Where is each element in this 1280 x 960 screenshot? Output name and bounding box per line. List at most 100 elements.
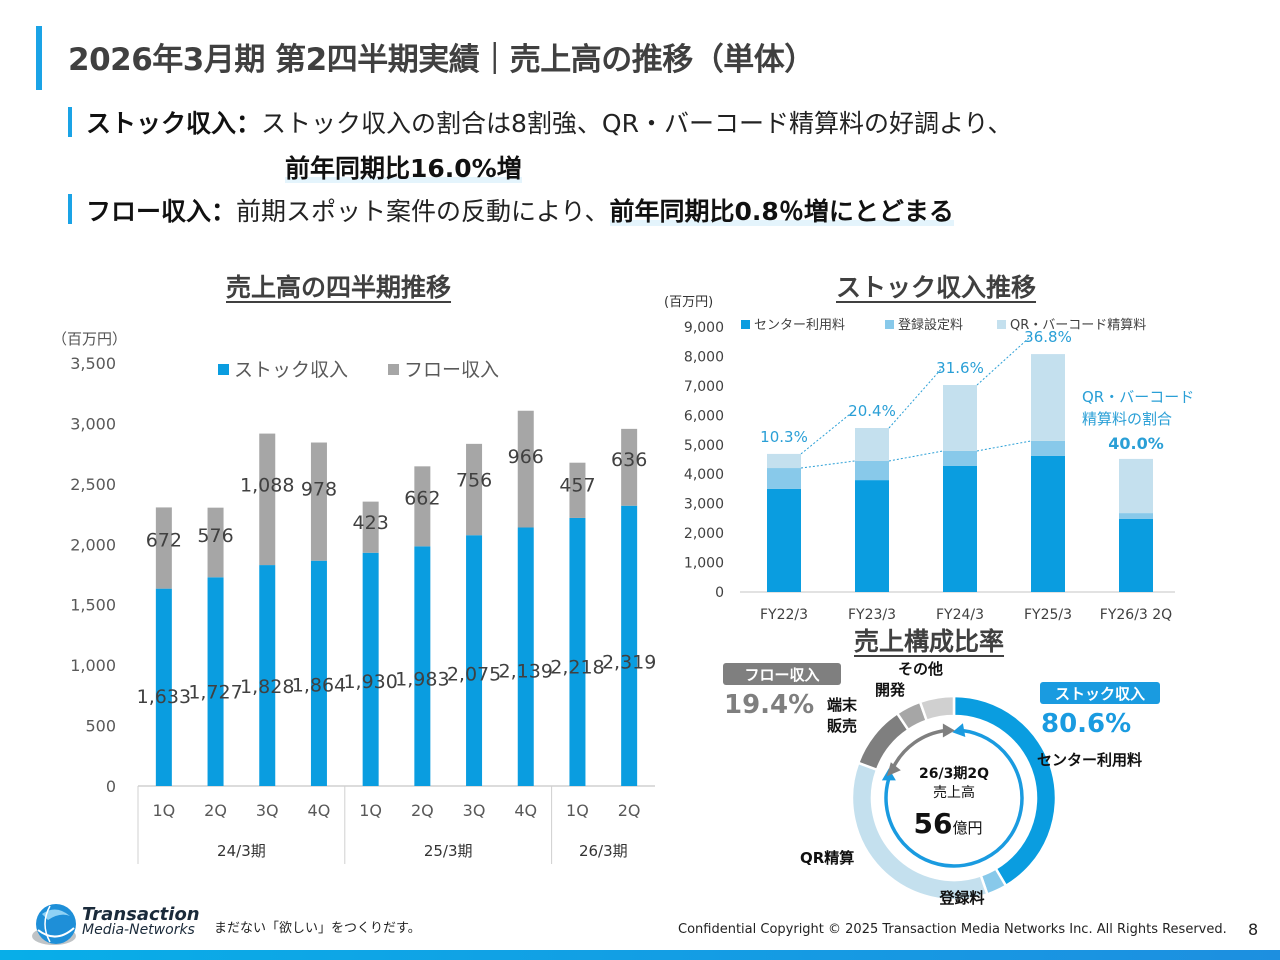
flow-bullet-bar [68,194,72,224]
bar-segment-qr-fee [855,427,889,461]
bar-flow [414,466,431,547]
flow-summary-text: 前期スポット案件の反動により、 [236,197,610,226]
legend-swatch [741,320,750,329]
y-tick-label: 3,000 [70,414,116,433]
x-tick-label: FY22/3 [760,607,808,623]
data-label-stock: 1,828 [240,676,294,698]
stock-income-chart: (百万円) 0 1,000 2,000 3,000 4,000 5,000 6,000 7,00… [664,295,1194,623]
group-label: 26/3期 [579,842,628,860]
bar-flow [569,462,586,518]
group-label: 24/3期 [217,842,266,860]
y-tick-label: 2,500 [70,475,116,494]
bar-stock [259,565,276,786]
data-label-flow: 1,088 [240,475,294,497]
stock-summary-line: ストック収入：ストック収入の割合は8割強、QR・バーコード精算料の好調より、 [86,104,1012,140]
logo-wordmark-line1: Transaction [82,904,200,925]
legend-swatch [885,320,894,329]
flow-arrow-arc [891,728,947,770]
tagline: まだない「欲しい」をつくりだす。 [214,921,421,936]
bar-stock [569,517,586,786]
company-logo [30,900,82,954]
data-label-stock: 1,930 [343,671,397,693]
flow-summary-line: フロー収入：前期スポット案件の反動により、前年同期比0.8％増にとどまる [86,192,954,228]
bar-flow [621,428,638,506]
bar-segment-center-fee [943,465,977,592]
bar-segment-qr-fee [943,385,977,451]
data-label-stock: 2,139 [499,660,553,682]
y-tick-label: 500 [85,717,116,736]
flow-summary-label: フロー収入： [86,197,237,226]
y-axis-unit-label: （百万円） [52,330,127,348]
legend-label-flow: フロー収入 [404,359,499,381]
y-tick-label: 7,000 [684,379,724,395]
legend-label: センター利用料 [754,318,845,333]
bar-segment-registration-fee [943,450,977,466]
bar-flow [517,410,534,528]
data-label-flow: 978 [301,478,337,500]
stock-summary-highlight: 前年同期比16.0%増 [285,154,522,183]
x-tick-label: FY25/3 [1024,607,1072,623]
globe-logo-icon [32,904,76,945]
donut-center-period: 26/3期2Q [919,766,989,782]
data-label-flow: 672 [146,529,182,551]
y-tick-label: 8,000 [684,349,724,365]
bar-stock [621,505,638,786]
qr-share-label: 36.8% [1024,328,1072,346]
footer-accent-bar [0,950,1280,960]
data-label-flow: 756 [456,470,492,492]
qr-share-connector [800,409,856,455]
slice-label: 端末 [827,696,858,714]
y-tick-label: 0 [715,585,724,601]
logo-wordmark-line2: Media-Networks [82,922,195,938]
stock-arrowhead-icon [952,723,966,738]
slice-label: QR精算 [800,849,854,867]
data-label-flow: 662 [404,488,440,510]
bar-flow [207,507,224,578]
legend-swatch-stock [218,364,229,375]
stock-badge [1040,682,1160,704]
qr-share-label: 10.3% [760,428,808,446]
title-accent-bar [36,26,42,90]
composition-title: 売上構成比率 [854,627,1005,656]
stock-summary-label: ストック収入： [86,109,262,138]
x-tick-label: 2Q [204,801,227,820]
data-label-stock: 2,319 [602,651,656,673]
qr-share-connector [976,335,1032,386]
slice-label: センター利用料 [1037,751,1142,769]
bar-stock [207,577,224,786]
qr-share-note-line1: QR・バーコード [1082,388,1194,406]
stock-summary-text: ストック収入の割合は8割強、QR・バーコード精算料の好調より、 [261,109,1013,138]
quarterly-sales-chart: （百万円） 0 500 1,000 1,500 2,000 2,500 3,000 3,500 ス… [52,330,656,864]
data-label-flow: 576 [197,525,233,547]
legend-swatch [997,320,1006,329]
y-tick-label: 2,000 [70,535,116,554]
data-label-stock: 1,727 [188,681,242,703]
legend-label: QR・バーコード精算料 [1010,318,1146,333]
x-tick-label: FY26/3 2Q [1100,607,1172,623]
bar-stock [155,588,172,786]
y-tick-label: 3,500 [70,354,116,373]
bar-segment-qr-fee [767,453,801,469]
x-tick-label: FY23/3 [848,607,896,623]
donut-slice [856,711,911,772]
flow-arrowhead-icon [886,762,901,777]
flow-percent: 19.4% [724,690,814,720]
slice-label: 開発 [875,681,906,699]
bar-segment-center-fee [855,480,889,592]
bar-segment-center-fee [1119,518,1153,592]
bar-flow [155,507,172,589]
x-tick-label: 4Q [308,801,331,820]
page-title: 2026年3月期 第2四半期実績｜売上高の推移（単体） [68,42,815,78]
x-tick-label: 2Q [411,801,434,820]
stock-arrow-arc [884,728,1024,868]
qr-base-connector [800,460,856,469]
data-label-stock: 1,983 [395,668,449,690]
x-tick-label: 3Q [463,801,486,820]
data-label-stock: 2,075 [447,664,501,686]
bar-segment-registration-fee [1119,513,1153,519]
slice-label: その他 [898,660,943,678]
flow-badge-label: フロー収入 [744,666,819,684]
slice-label: 販売 [827,717,857,735]
y-tick-label: 9,000 [684,320,724,336]
x-tick-label: 3Q [256,801,279,820]
